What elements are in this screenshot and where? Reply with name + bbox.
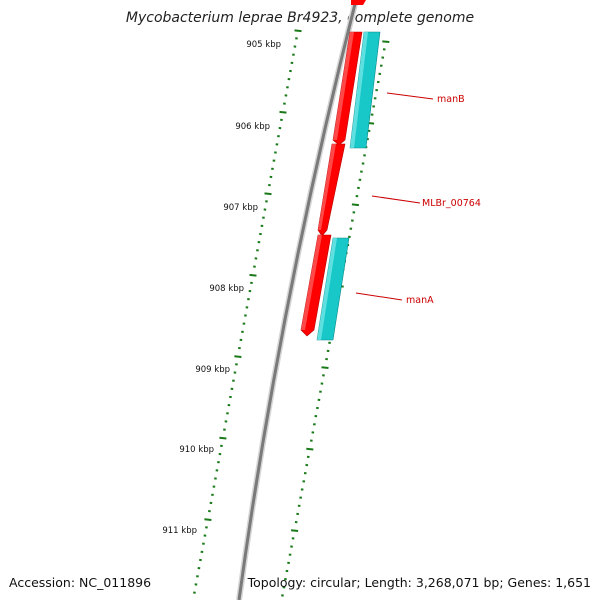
manB-leader-line xyxy=(386,92,434,100)
scale-label-909: 909 kbp xyxy=(195,365,230,375)
scale-ticks-inner xyxy=(193,29,302,594)
scale-label-910: 910 kbp xyxy=(179,445,214,455)
scale-label-906: 906 kbp xyxy=(235,122,270,132)
scale-label-911: 911 kbp xyxy=(162,526,197,536)
major-tick xyxy=(264,192,272,196)
gene-labels: manB MLBr_00764 manA xyxy=(406,94,481,306)
gene-label-MLBr-00764[interactable]: MLBr_00764 xyxy=(422,198,481,209)
MLBr-00764-leader-line xyxy=(371,195,421,204)
scale-label-905: 905 kbp xyxy=(246,40,281,50)
major-tick xyxy=(234,355,242,358)
major-tick xyxy=(306,447,314,451)
genome-summary-text: Topology: circular; Length: 3,268,071 bp… xyxy=(247,575,591,590)
major-tick xyxy=(294,29,302,33)
gene-label-manB[interactable]: manB xyxy=(437,94,465,105)
major-tick xyxy=(204,518,212,521)
map-title: Mycobacterium leprae Br4923, complete ge… xyxy=(125,10,475,26)
accession-text: Accession: NC_011896 xyxy=(9,575,152,590)
gene-label-lines xyxy=(355,92,434,301)
major-tick xyxy=(291,529,299,532)
major-tick xyxy=(382,40,390,43)
forward-strand-genes xyxy=(300,0,366,337)
major-tick xyxy=(249,273,257,277)
gene-label-manA[interactable]: manA xyxy=(406,295,434,306)
major-tick xyxy=(219,436,227,440)
reverse-strand-genes xyxy=(316,31,381,341)
major-tick xyxy=(351,203,359,207)
scale-label-907: 907 kbp xyxy=(223,203,258,213)
major-tick xyxy=(321,366,329,369)
major-tick xyxy=(279,110,287,114)
scale-label-908: 908 kbp xyxy=(209,284,244,294)
scale-labels: 905 kbp 906 kbp 907 kbp 908 kbp 909 kbp … xyxy=(162,40,281,536)
genome-backbone xyxy=(237,0,358,600)
manA-leader-line xyxy=(355,292,403,301)
gene-top-partial xyxy=(351,0,366,5)
